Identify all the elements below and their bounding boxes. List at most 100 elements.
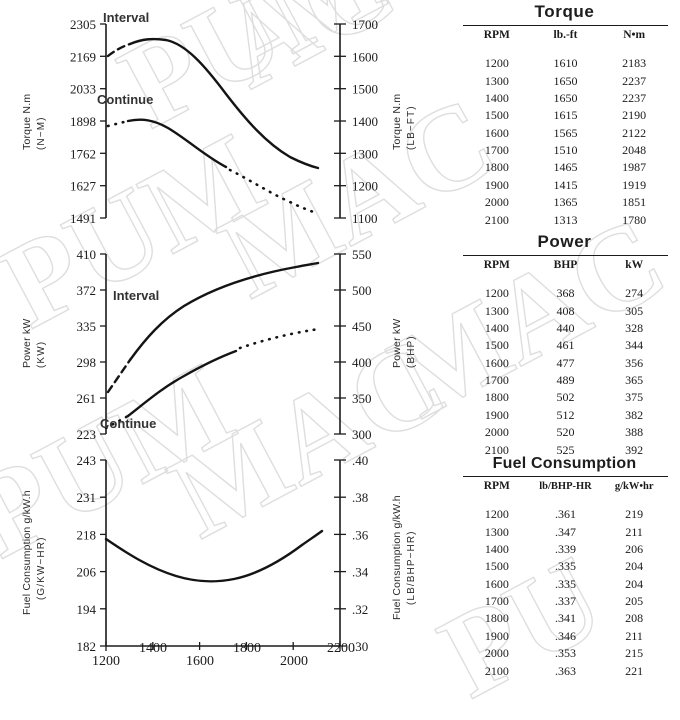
cell-lbft: 1510 <box>553 143 578 158</box>
cell-lb-bhp-hr: .339 <box>554 541 576 556</box>
torque-left-tick-label: 1491 <box>70 211 96 226</box>
fuel-right-tick-label: .30 <box>352 639 368 654</box>
table-row: 1200 .361 219 <box>463 506 668 523</box>
fuel-right-tick-label: .32 <box>352 602 368 617</box>
cell-kw: 328 <box>625 320 644 335</box>
cell-rpm: 1900 <box>484 628 509 643</box>
table-row: 1600 477 356 <box>463 355 668 372</box>
cell-lbft: 1465 <box>553 160 578 175</box>
power-right-axis-title: Power kW <box>391 319 403 368</box>
power-left-tick-label: 410 <box>77 247 97 262</box>
cell-rpm: 2100 <box>484 663 509 678</box>
table-row: 1900 512 382 <box>463 407 668 424</box>
table-row: 1700 1510 2048 <box>463 142 668 159</box>
cell-lb-bhp-hr: .335 <box>554 559 576 574</box>
fuel-table-title: Fuel Consumption <box>492 455 637 472</box>
cell-nm: 1919 <box>622 177 647 192</box>
table-row: 1400 .339 206 <box>463 541 668 558</box>
cell-rpm: 1400 <box>484 90 509 105</box>
cell-nm: 2237 <box>622 90 647 105</box>
torque-left-tick-label: 2305 <box>70 17 96 32</box>
cell-rpm: 1500 <box>484 338 509 353</box>
torque-left-axis-unit: (N−M) <box>36 116 47 150</box>
cell-rpm: 1800 <box>484 611 509 626</box>
cell-g-kw-hr: 221 <box>625 663 644 678</box>
cell-rpm: 1400 <box>484 541 509 556</box>
cell-nm: 2237 <box>622 73 647 88</box>
column-header-g-kw-hr: g/kW•hr <box>600 476 668 496</box>
table-row: 1400 1650 2237 <box>463 90 668 107</box>
cell-g-kw-hr: 204 <box>625 559 644 574</box>
power-interval-curve <box>128 261 320 362</box>
power-continue-curve-extension <box>238 327 320 350</box>
torque-right-tick-label: 1300 <box>352 146 378 161</box>
table-row: 1600 .335 204 <box>463 576 668 593</box>
fuel-x-ticks <box>105 641 341 651</box>
x-axis-label: 1600 <box>186 654 214 665</box>
torque-table-title: Torque <box>534 2 595 21</box>
fuel-right-ticks: .40 .38 .36 .34 .32 .30 <box>334 453 369 654</box>
torque-continue-curve-extension <box>228 168 318 215</box>
cell-rpm: 1600 <box>484 125 509 140</box>
cell-rpm: 2000 <box>484 195 509 210</box>
column-header-lbft: lb.-ft <box>530 25 601 45</box>
table-row: 1700 .337 205 <box>463 593 668 610</box>
cell-rpm: 1800 <box>484 390 509 405</box>
fuel-right-tick-label: .34 <box>352 565 369 580</box>
table-row: 2100 .363 221 <box>463 662 668 679</box>
torque-right-tick-label: 1100 <box>352 211 378 226</box>
cell-lbft: 1313 <box>553 212 578 227</box>
fuel-right-axis-unit: (LB/BHP−HR) <box>406 530 417 605</box>
torque-right-axis-title: Torque N.m <box>391 94 403 150</box>
x-axis-label: 1800 <box>233 641 261 656</box>
table-row: 2100 525 392 <box>463 441 668 458</box>
cell-rpm: 1600 <box>484 576 509 591</box>
cell-lbft: 1650 <box>553 73 578 88</box>
torque-right-axis-unit: (LB−FT) <box>406 105 417 150</box>
x-axis-label: 1200 <box>92 654 120 665</box>
column-header-lb-bhp-hr: lb/BHP-HR <box>530 476 601 496</box>
cell-rpm: 1700 <box>484 143 509 158</box>
power-right-axis-unit: (BHP) <box>406 335 417 368</box>
table-row: 1500 461 344 <box>463 337 668 354</box>
fuel-left-tick-label: 218 <box>77 527 97 542</box>
cell-kw: 388 <box>625 425 644 440</box>
cell-bhp: 408 <box>556 303 575 318</box>
column-header-bhp: BHP <box>530 255 601 275</box>
cell-rpm: 1200 <box>484 286 509 301</box>
power-left-ticks: 410 372 335 298 261 223 <box>77 247 106 442</box>
fuel-left-tick-label: 206 <box>77 565 97 580</box>
power-right-tick-label: 450 <box>352 319 372 334</box>
column-header-rpm: RPM <box>463 476 531 496</box>
cell-kw: 305 <box>625 303 644 318</box>
cell-g-kw-hr: 206 <box>625 541 644 556</box>
power-left-tick-label: 298 <box>77 355 97 370</box>
torque-interval-label: Interval <box>103 10 149 25</box>
cell-lb-bhp-hr: .347 <box>554 524 576 539</box>
torque-table-block: Torque RPM lb.-ft N•m 1200 1610 2183 <box>455 2 680 229</box>
torque-continue-label: Continue <box>97 92 153 107</box>
power-right-tick-label: 550 <box>352 247 372 262</box>
cell-kw: 344 <box>625 338 644 353</box>
cell-lbft: 1565 <box>553 125 578 140</box>
x-axis-label: 2000 <box>280 654 308 665</box>
cell-nm: 2122 <box>622 125 647 140</box>
power-left-tick-label: 372 <box>77 283 97 298</box>
cell-g-kw-hr: 208 <box>625 611 644 626</box>
column-header-rpm: RPM <box>463 25 531 45</box>
table-row: 1200 1610 2183 <box>463 55 668 72</box>
power-left-axis-unit: (KW) <box>36 341 47 368</box>
table-row: 1500 1615 2190 <box>463 107 668 124</box>
power-interval-curve-start <box>106 358 132 394</box>
cell-kw: 382 <box>625 407 644 422</box>
cell-rpm: 1500 <box>484 559 509 574</box>
cell-rpm: 1700 <box>484 373 509 388</box>
torque-right-tick-label: 1600 <box>352 49 378 64</box>
cell-g-kw-hr: 205 <box>625 594 644 609</box>
cell-lbft: 1650 <box>553 90 578 105</box>
table-row: 1800 1465 1987 <box>463 159 668 176</box>
cell-bhp: 525 <box>556 442 575 457</box>
power-left-tick-label: 223 <box>77 427 97 442</box>
torque-right-tick-label: 1400 <box>352 114 378 129</box>
